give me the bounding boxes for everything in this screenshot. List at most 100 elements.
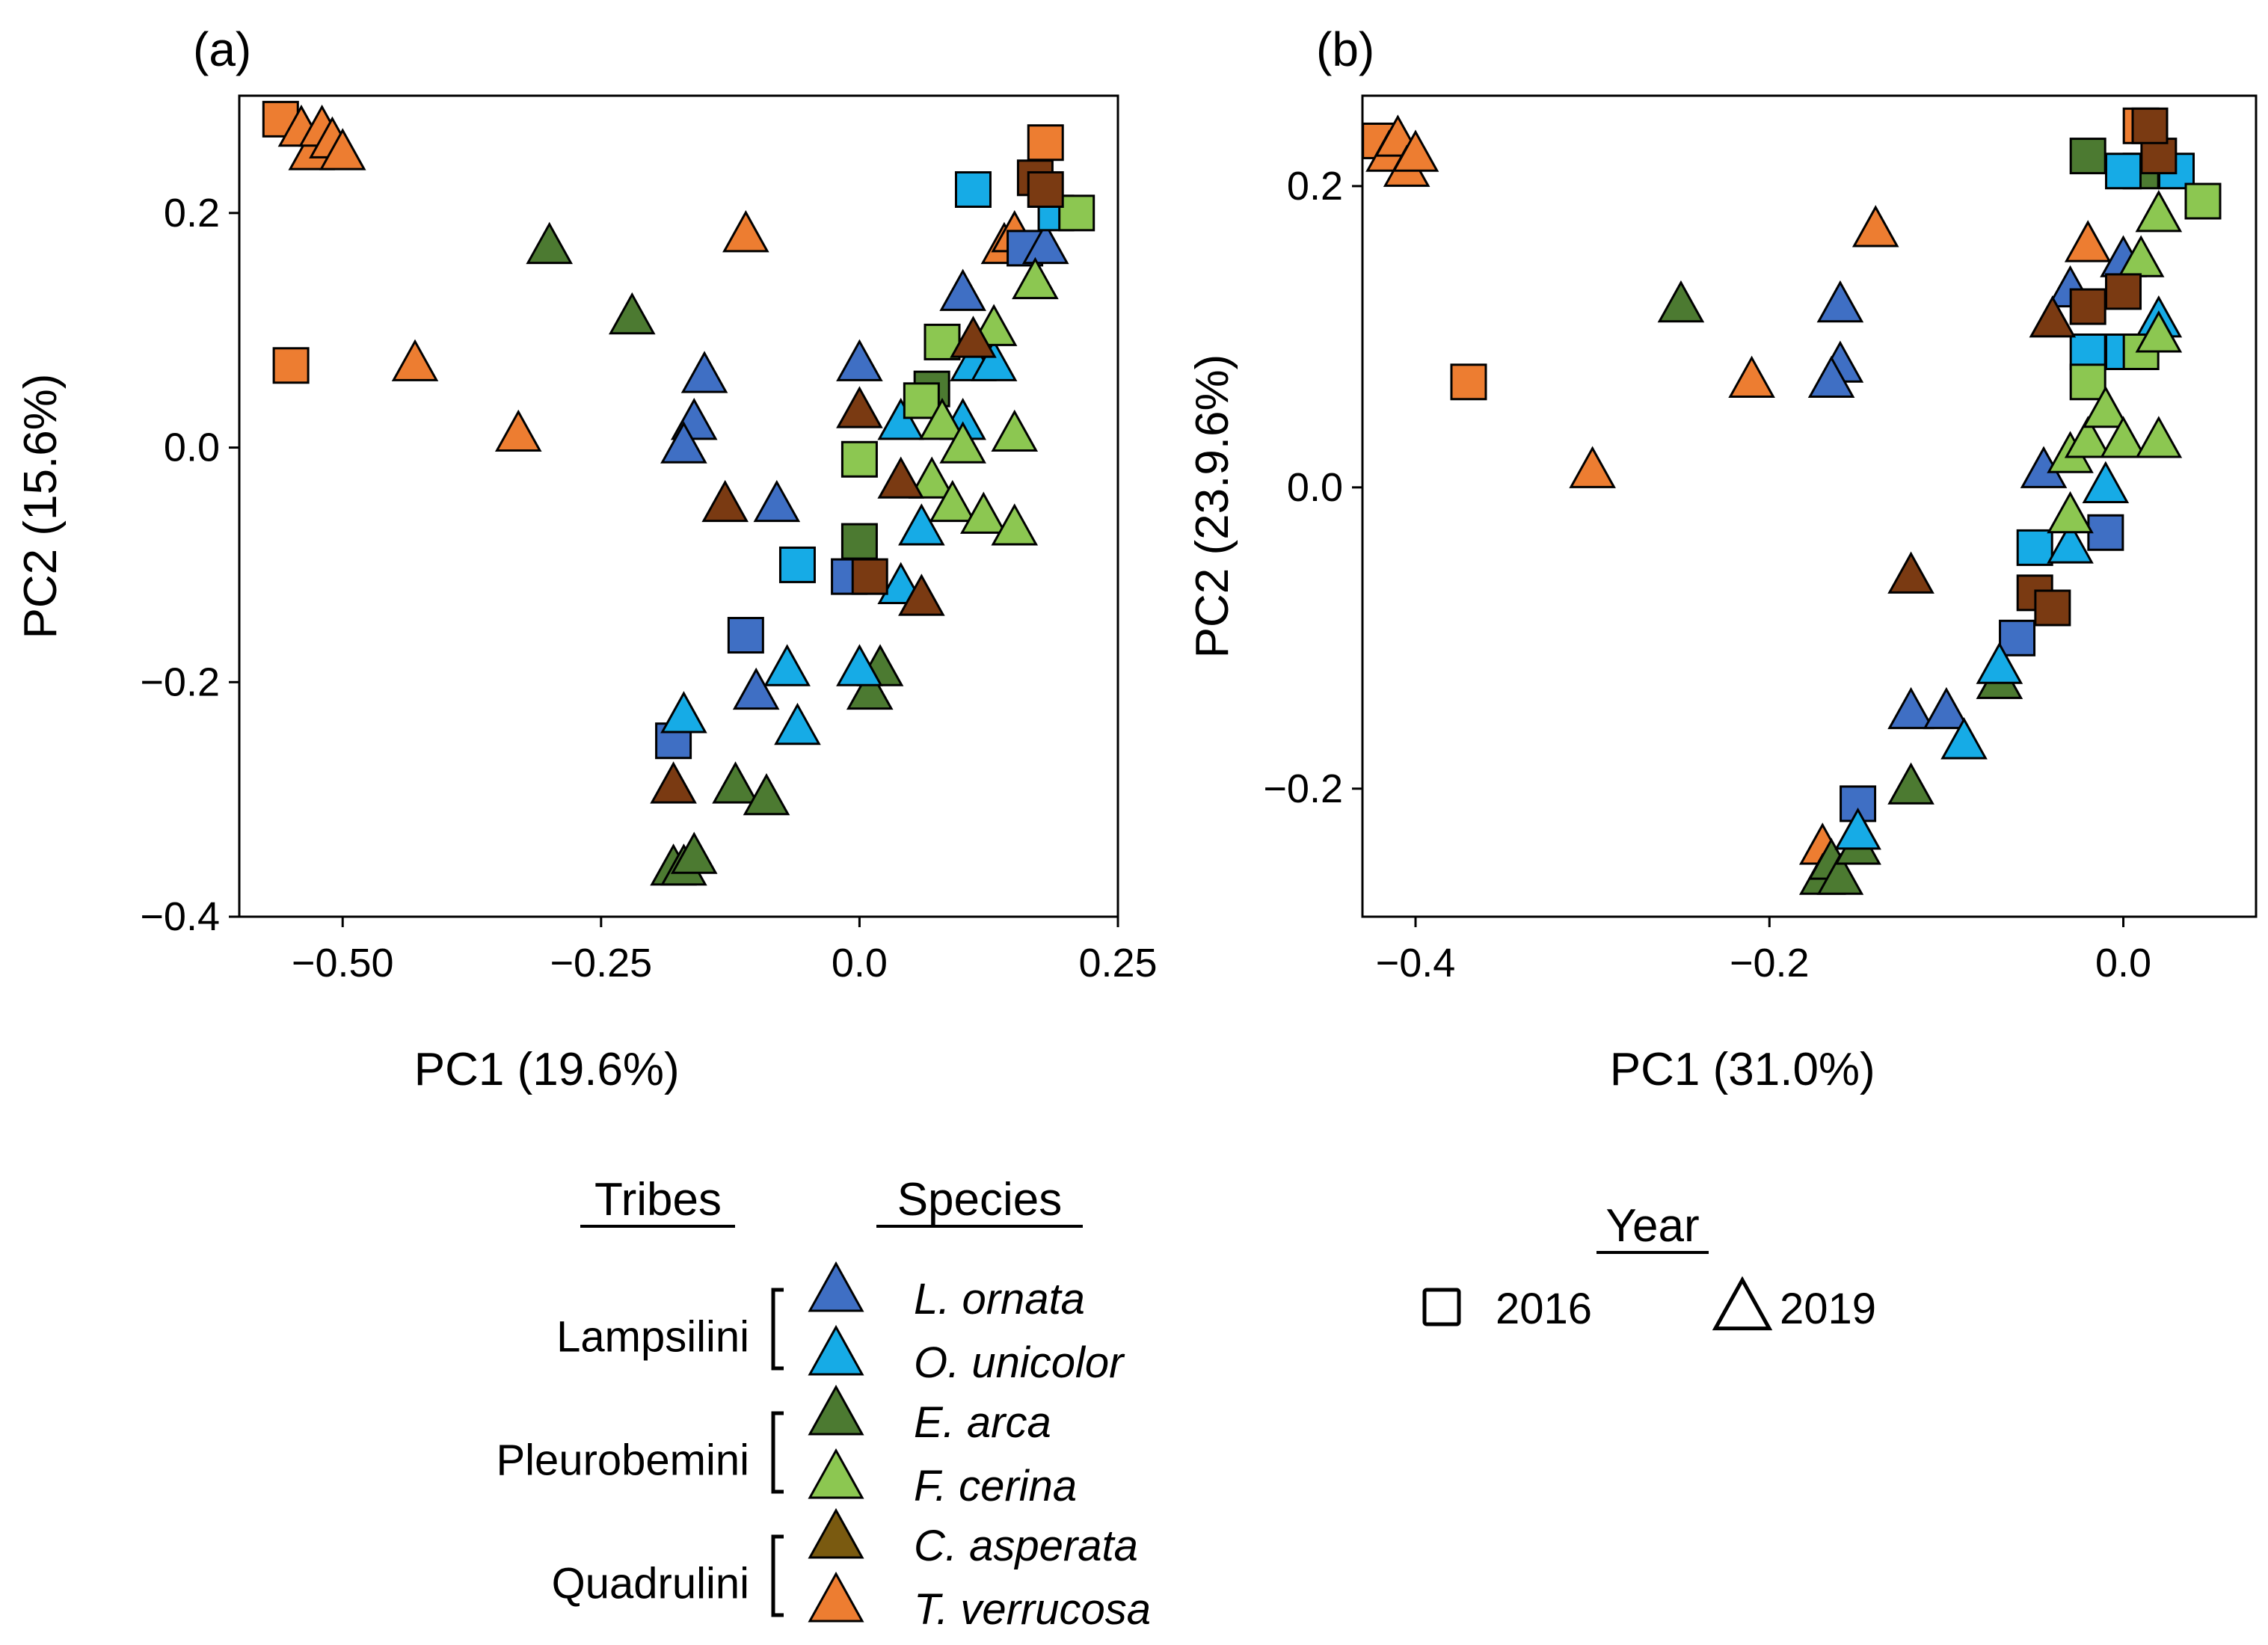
point-triangle bbox=[929, 479, 977, 523]
point-triangle bbox=[1887, 762, 1934, 805]
y-tick-label: −0.2 bbox=[1263, 766, 1343, 811]
y-axis-title: PC2 (15.6%) bbox=[15, 374, 67, 639]
point-triangle bbox=[1816, 852, 1864, 895]
point-triangle bbox=[877, 398, 925, 440]
point-triangle bbox=[2064, 220, 2112, 262]
point-square bbox=[2140, 138, 2178, 175]
point-square bbox=[903, 382, 940, 419]
point-triangle bbox=[2082, 385, 2130, 428]
point-triangle bbox=[1940, 717, 1988, 760]
point-triangle bbox=[2047, 521, 2094, 564]
legend-tribes-header: Tribes bbox=[594, 1174, 722, 1226]
point-triangle bbox=[1021, 221, 1069, 265]
y-tick-label: −0.2 bbox=[140, 659, 220, 704]
point-triangle bbox=[2135, 310, 2183, 353]
point-triangle bbox=[391, 339, 439, 381]
point-square bbox=[2131, 107, 2169, 144]
point-triangle bbox=[2064, 416, 2112, 458]
point-triangle bbox=[680, 351, 728, 393]
x-tick-label: −0.50 bbox=[292, 941, 394, 986]
point-triangle bbox=[319, 128, 366, 170]
y-tick-label: 0.2 bbox=[164, 191, 220, 236]
point-triangle bbox=[2029, 295, 2077, 338]
legend-tribe-label: Pleurobemini bbox=[496, 1436, 749, 1485]
point-triangle bbox=[670, 831, 718, 874]
point-square bbox=[778, 546, 816, 583]
point-triangle bbox=[970, 339, 1018, 381]
point-square bbox=[954, 170, 992, 208]
point-triangle bbox=[763, 644, 811, 686]
point-square bbox=[272, 347, 310, 384]
legend-species-label: L. ornata bbox=[914, 1275, 1085, 1323]
legend-bracket bbox=[771, 1288, 784, 1371]
point-square bbox=[2184, 182, 2222, 220]
point-triangle bbox=[1012, 256, 1059, 300]
point-triangle bbox=[877, 456, 925, 499]
panel-label: (a) bbox=[193, 22, 251, 76]
point-triangle bbox=[722, 210, 769, 253]
y-tick-label: −0.4 bbox=[140, 894, 220, 939]
point-square bbox=[840, 523, 878, 560]
point-triangle bbox=[2100, 416, 2147, 458]
x-tick-label: −0.2 bbox=[1730, 941, 1810, 986]
point-triangle bbox=[898, 574, 945, 616]
legend-species-label: O. unicolor bbox=[914, 1338, 1125, 1387]
point-triangle bbox=[660, 421, 707, 464]
legend-species-swatch bbox=[808, 1571, 864, 1623]
legend-species-swatch bbox=[808, 1507, 864, 1559]
point-square bbox=[2069, 288, 2106, 325]
point-triangle bbox=[712, 761, 759, 804]
point-square bbox=[840, 440, 878, 478]
panel-label: (b) bbox=[1316, 22, 1374, 76]
point-triangle bbox=[1923, 686, 1970, 730]
point-triangle bbox=[1976, 642, 2023, 684]
point-square bbox=[2105, 153, 2142, 190]
legend-bracket bbox=[771, 1534, 784, 1617]
point-square bbox=[2087, 514, 2124, 551]
point-triangle bbox=[939, 268, 986, 311]
point-triangle bbox=[991, 503, 1039, 546]
y-tick-label: 0.0 bbox=[1287, 465, 1343, 510]
legend-species-swatch bbox=[808, 1324, 864, 1376]
legend-species-label: F. cerina bbox=[914, 1462, 1077, 1510]
point-triangle bbox=[608, 292, 656, 335]
point-triangle bbox=[494, 409, 542, 452]
point-square bbox=[1840, 785, 1877, 822]
legend-tribe-label: Quadrulini bbox=[552, 1560, 749, 1608]
point-square bbox=[2105, 273, 2142, 310]
point-triangle bbox=[836, 339, 883, 381]
legend-year-2019: 2019 bbox=[1780, 1285, 1876, 1333]
point-triangle bbox=[918, 398, 966, 440]
legend-species-header: Species bbox=[897, 1174, 1063, 1226]
legend-species-label: T. verrucosa bbox=[914, 1585, 1151, 1634]
legend-year-square bbox=[1422, 1288, 1461, 1326]
point-triangle bbox=[1657, 280, 1705, 323]
point-triangle bbox=[836, 386, 883, 428]
y-tick-label: 0.0 bbox=[164, 425, 220, 470]
legend-species-label: C. asperata bbox=[914, 1522, 1138, 1570]
point-triangle bbox=[1887, 551, 1934, 594]
point-triangle bbox=[1392, 129, 1439, 172]
point-triangle bbox=[908, 456, 956, 499]
point-triangle bbox=[701, 479, 749, 523]
point-square bbox=[1027, 124, 1064, 162]
x-axis-title: PC1 (19.6%) bbox=[414, 1044, 680, 1095]
x-tick-label: 0.0 bbox=[2095, 941, 2151, 986]
point-square bbox=[1450, 363, 1487, 401]
y-tick-label: 0.2 bbox=[1287, 164, 1343, 209]
point-triangle bbox=[526, 221, 574, 265]
point-square bbox=[2069, 363, 2106, 401]
legend: Tribes Species Lampsilini L. ornata O. unico… bbox=[496, 1174, 1876, 1634]
y-axis-title: PC2 (23.9.6%) bbox=[1187, 354, 1238, 659]
legend-species-swatch bbox=[808, 1448, 864, 1499]
x-tick-label: −0.25 bbox=[550, 941, 653, 986]
point-triangle bbox=[1728, 355, 1775, 398]
x-tick-label: 0.25 bbox=[1078, 941, 1157, 986]
point-square bbox=[1999, 619, 2036, 657]
point-triangle bbox=[898, 503, 945, 546]
point-square bbox=[1058, 194, 1095, 232]
point-triangle bbox=[836, 644, 883, 686]
point-triangle bbox=[1807, 355, 1855, 398]
legend-year-triangle bbox=[1712, 1276, 1773, 1331]
panel-a: −0.50 −0.25 0.0 0.25 −0.4 −0.2 0.0 0.2 PC1 (19.6… bbox=[15, 22, 1158, 1095]
